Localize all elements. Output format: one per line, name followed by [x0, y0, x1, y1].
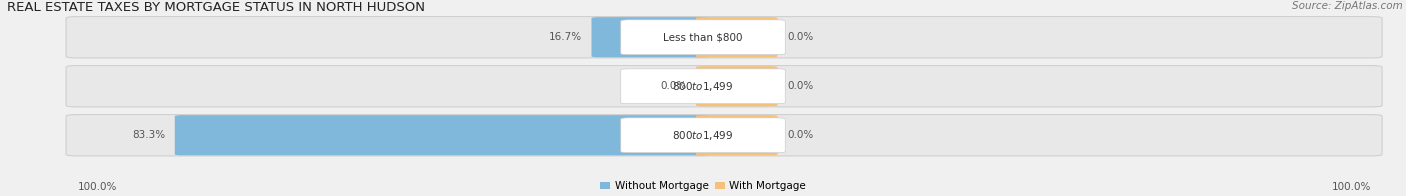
Text: 0.0%: 0.0% [787, 130, 814, 140]
Text: Source: ZipAtlas.com: Source: ZipAtlas.com [1292, 1, 1403, 11]
Text: $800 to $1,499: $800 to $1,499 [672, 129, 734, 142]
Text: 16.7%: 16.7% [548, 32, 582, 42]
FancyBboxPatch shape [66, 66, 1382, 107]
FancyBboxPatch shape [696, 115, 778, 155]
FancyBboxPatch shape [621, 69, 785, 104]
Text: 0.0%: 0.0% [787, 81, 814, 91]
FancyBboxPatch shape [592, 17, 710, 57]
Text: 100.0%: 100.0% [1331, 182, 1371, 192]
Legend: Without Mortgage, With Mortgage: Without Mortgage, With Mortgage [600, 181, 806, 191]
FancyBboxPatch shape [66, 114, 1382, 156]
Text: REAL ESTATE TAXES BY MORTGAGE STATUS IN NORTH HUDSON: REAL ESTATE TAXES BY MORTGAGE STATUS IN … [7, 1, 425, 14]
Text: 0.0%: 0.0% [659, 81, 686, 91]
FancyBboxPatch shape [621, 20, 785, 55]
FancyBboxPatch shape [66, 17, 1382, 58]
Text: Less than $800: Less than $800 [664, 32, 742, 42]
FancyBboxPatch shape [696, 17, 778, 57]
Text: 83.3%: 83.3% [132, 130, 165, 140]
FancyBboxPatch shape [696, 66, 778, 106]
FancyBboxPatch shape [174, 115, 710, 155]
Text: 100.0%: 100.0% [77, 182, 117, 192]
Text: $800 to $1,499: $800 to $1,499 [672, 80, 734, 93]
Text: 0.0%: 0.0% [787, 32, 814, 42]
FancyBboxPatch shape [621, 118, 785, 153]
